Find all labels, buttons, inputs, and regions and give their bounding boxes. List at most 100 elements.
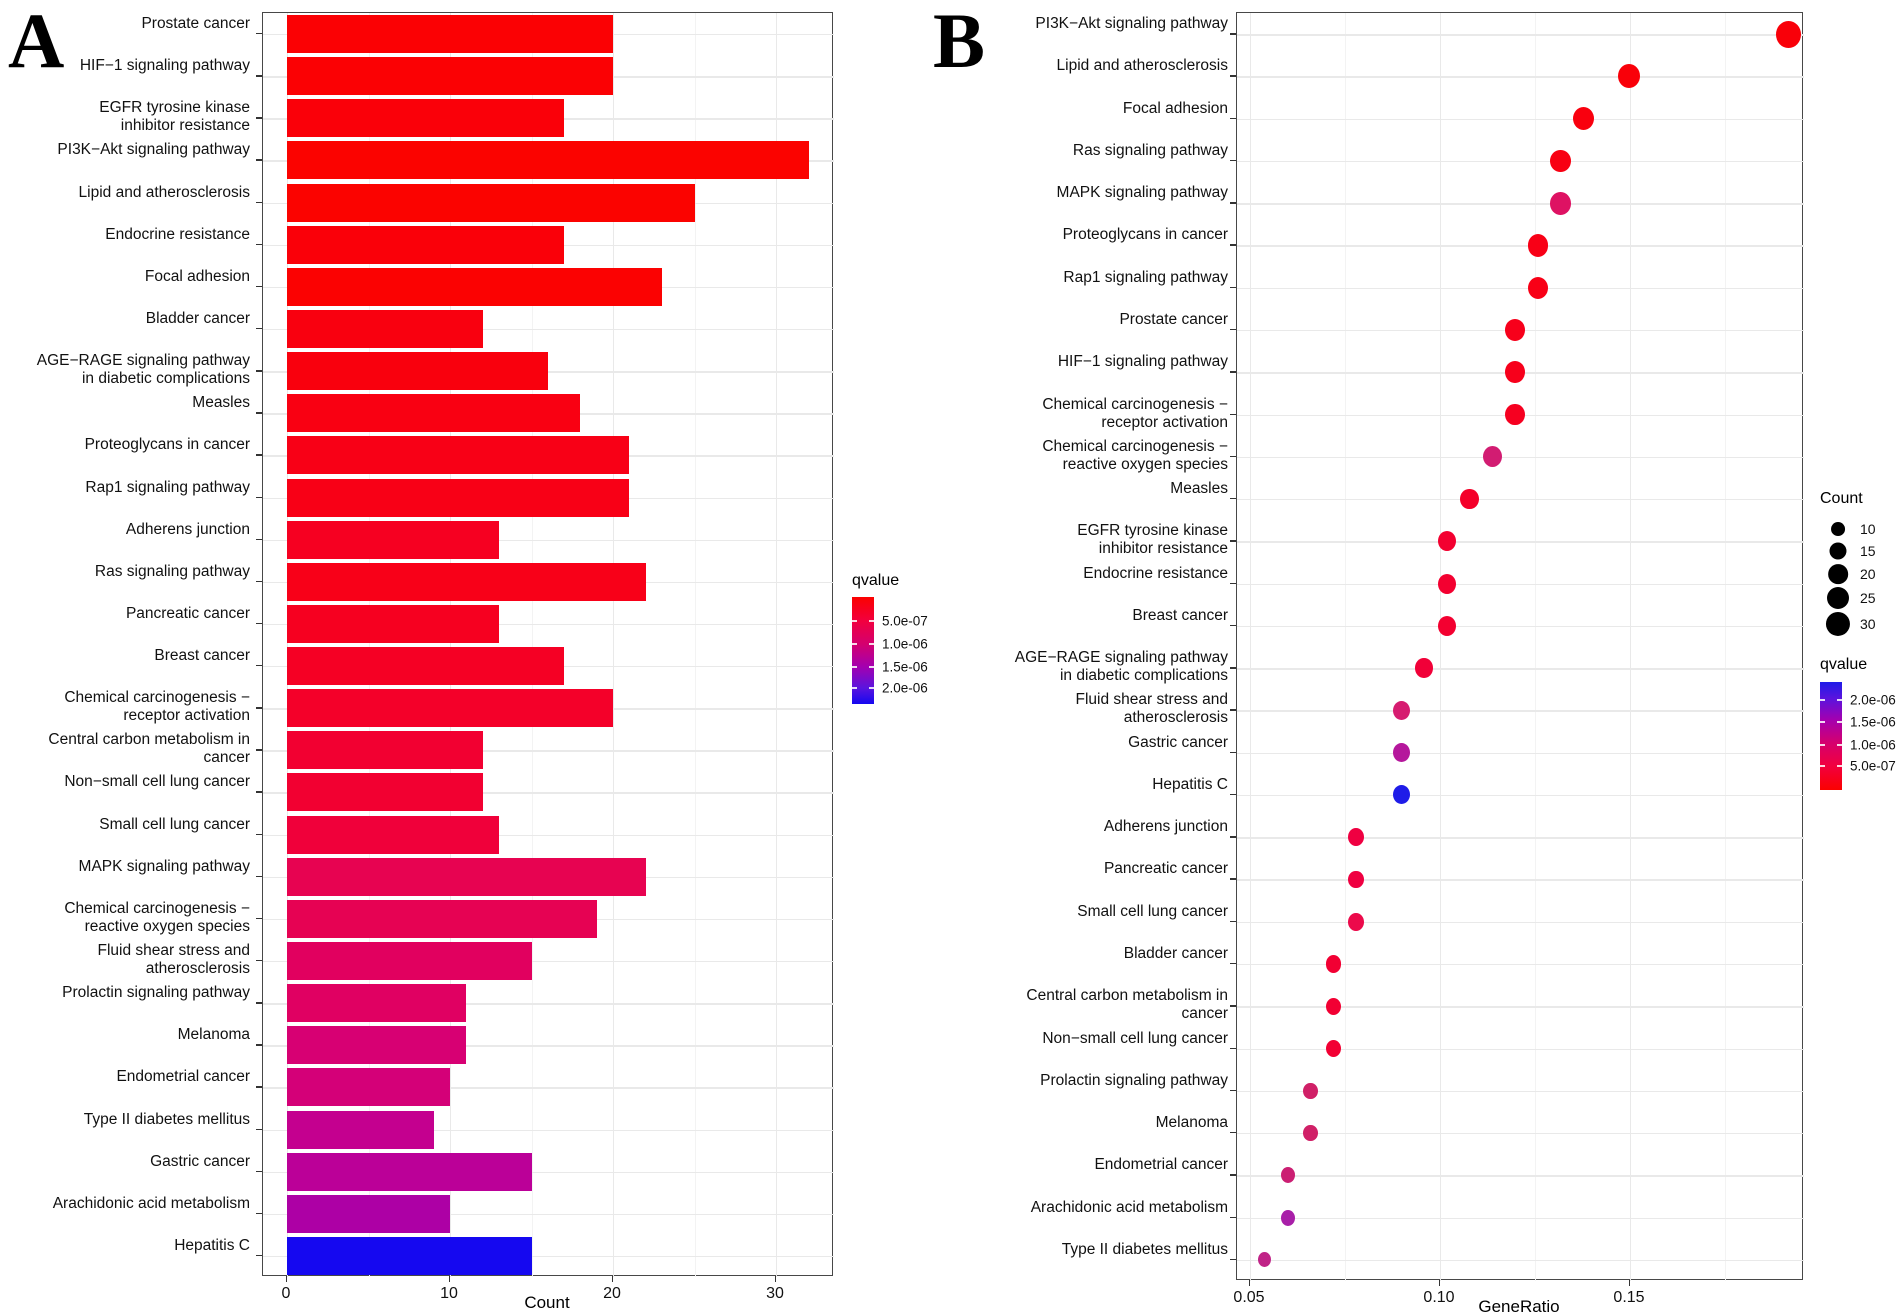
dot-small-cell-lung-cancer [1347,912,1364,931]
bar-bladder-cancer [287,310,483,348]
y-tick-mark [256,201,262,203]
gridline-major-vertical [613,13,615,1277]
dot-focal-adhesion [1572,107,1594,131]
y-tick-mark [256,875,262,878]
gridline-major-horizontal [263,834,834,836]
panel-b-count-legend-title: Count [1820,490,1863,507]
gridline-major-horizontal [263,1003,834,1005]
y-axis-label: PI3K−Akt signaling pathway [57,141,250,159]
y-axis-label: Non−small cell lung cancer [64,773,250,791]
panel-b-plot-area [1236,12,1804,1281]
qvalue-legend-tick [852,686,857,689]
y-axis-label: Melanoma [1155,1114,1228,1132]
x-tick-label: 0.10 [1423,1289,1455,1306]
y-tick-mark [256,665,262,667]
qvalue-legend-tick [1837,699,1842,702]
y-tick-mark [1230,1258,1236,1261]
bar-melanoma [287,1026,467,1065]
dot-endocrine-resistance [1437,573,1456,594]
y-tick-mark [256,1002,262,1004]
bar-age−rage-signaling-pathway-in-diabetic-complications [287,352,548,391]
qvalue-legend-tick [852,619,857,622]
gridline-major-vertical [1250,13,1252,1281]
y-tick-mark [256,1044,262,1046]
bar-gastric-cancer [287,1152,532,1191]
y-tick-mark [1230,413,1236,415]
x-tick-mark [286,1276,288,1282]
gridline-minor-vertical [368,13,370,1277]
panel-a-qvalue-gradient [852,597,874,704]
gridline-major-horizontal [263,961,834,963]
y-axis-label: Endocrine resistance [105,225,250,243]
y-axis-label: MAPK signaling pathway [78,857,250,875]
dot-pancreatic-cancer [1347,870,1364,889]
bar-central-carbon-metabolism-in-cancer [287,731,483,770]
bar-breast-cancer [287,647,565,686]
y-axis-label: Prostate cancer [141,15,250,33]
y-axis-label: MAPK signaling pathway [1056,184,1228,202]
bar-prostate-cancer [287,15,613,54]
x-tick-mark [1439,1280,1441,1286]
y-tick-mark [1230,202,1236,204]
gridline-major-horizontal [1237,837,1804,839]
y-tick-mark [256,707,262,709]
y-axis-label: Measles [192,394,250,412]
qvalue-legend-tick [869,665,874,668]
bar-chemical-carcinogenesis-−-reactive-oxygen-species [287,899,597,938]
y-tick-mark [256,243,262,246]
y-tick-mark [1230,33,1236,35]
y-axis-label: Fluid shear stress and atherosclerosis [97,942,251,977]
gridline-minor-vertical [694,13,696,1277]
bar-rap1-signaling-pathway [287,478,630,517]
gridline-major-vertical [287,13,289,1277]
gridline-major-horizontal [263,623,834,626]
y-axis-label: Central carbon metabolism in cancer [1026,987,1228,1023]
y-tick-mark [1230,1089,1236,1092]
bar-egfr-tyrosine-kinase-inhibitor-resistance [287,99,565,138]
bar-arachidonic-acid-metabolism [287,1194,450,1233]
qvalue-legend-tick-label: 5.0e-07 [1850,758,1896,774]
y-axis-label: Endocrine resistance [1083,564,1228,582]
y-axis-label: Pancreatic cancer [1103,860,1228,878]
qvalue-legend-tick-label: 1.0e-06 [882,636,928,652]
bar-pi3k−akt-signaling-pathway [287,141,809,180]
gridline-major-horizontal [1237,160,1804,163]
bar-adherens-junction [287,520,499,559]
qvalue-legend-tick-label: 5.0e-07 [882,613,928,629]
qvalue-legend-tick-label: 1.5e-06 [1850,714,1896,730]
y-tick-mark [256,1170,262,1173]
y-tick-mark [256,1128,262,1130]
dot-proteoglycans-in-cancer [1527,234,1548,257]
y-axis-label: Hepatitis C [174,1236,250,1254]
qvalue-legend-tick [1837,743,1842,746]
qvalue-legend-tick [852,665,857,668]
y-axis-label: Chemical carcinogenesis − receptor activ… [1042,395,1228,431]
panel-a-tag: A [8,0,65,84]
count-legend-dot [1831,522,1845,536]
y-tick-mark [256,960,262,962]
y-tick-mark [1230,920,1236,923]
dot-measles [1460,488,1479,510]
panel-b-x-axis-title: GeneRatio [1478,1297,1560,1316]
y-tick-mark [1230,1132,1236,1134]
y-axis-label: Measles [1170,480,1228,498]
y-axis-label: Small cell lung cancer [1077,902,1228,920]
y-axis-label: AGE−RAGE signaling pathway in diabetic c… [36,352,250,388]
y-tick-mark [256,328,262,330]
y-tick-mark [256,538,262,541]
y-tick-mark [1230,1216,1236,1218]
x-tick-mark [1249,1280,1251,1286]
gridline-major-horizontal [1237,879,1804,881]
gridline-minor-vertical [1535,13,1536,1281]
y-axis-label: Gastric cancer [1128,733,1228,751]
y-axis-label: Ras signaling pathway [1072,141,1228,159]
y-axis-label: Hepatitis C [1152,775,1228,793]
qvalue-legend-tick-label: 2.0e-06 [1850,692,1896,708]
y-tick-mark [256,622,262,625]
qvalue-legend-tick [1820,720,1825,723]
y-tick-mark [1230,244,1236,246]
gridline-major-horizontal [1237,921,1804,924]
count-legend-label: 10 [1860,521,1876,537]
gridline-major-horizontal [1237,1048,1804,1050]
y-axis-label: Proteoglycans in cancer [84,436,250,454]
